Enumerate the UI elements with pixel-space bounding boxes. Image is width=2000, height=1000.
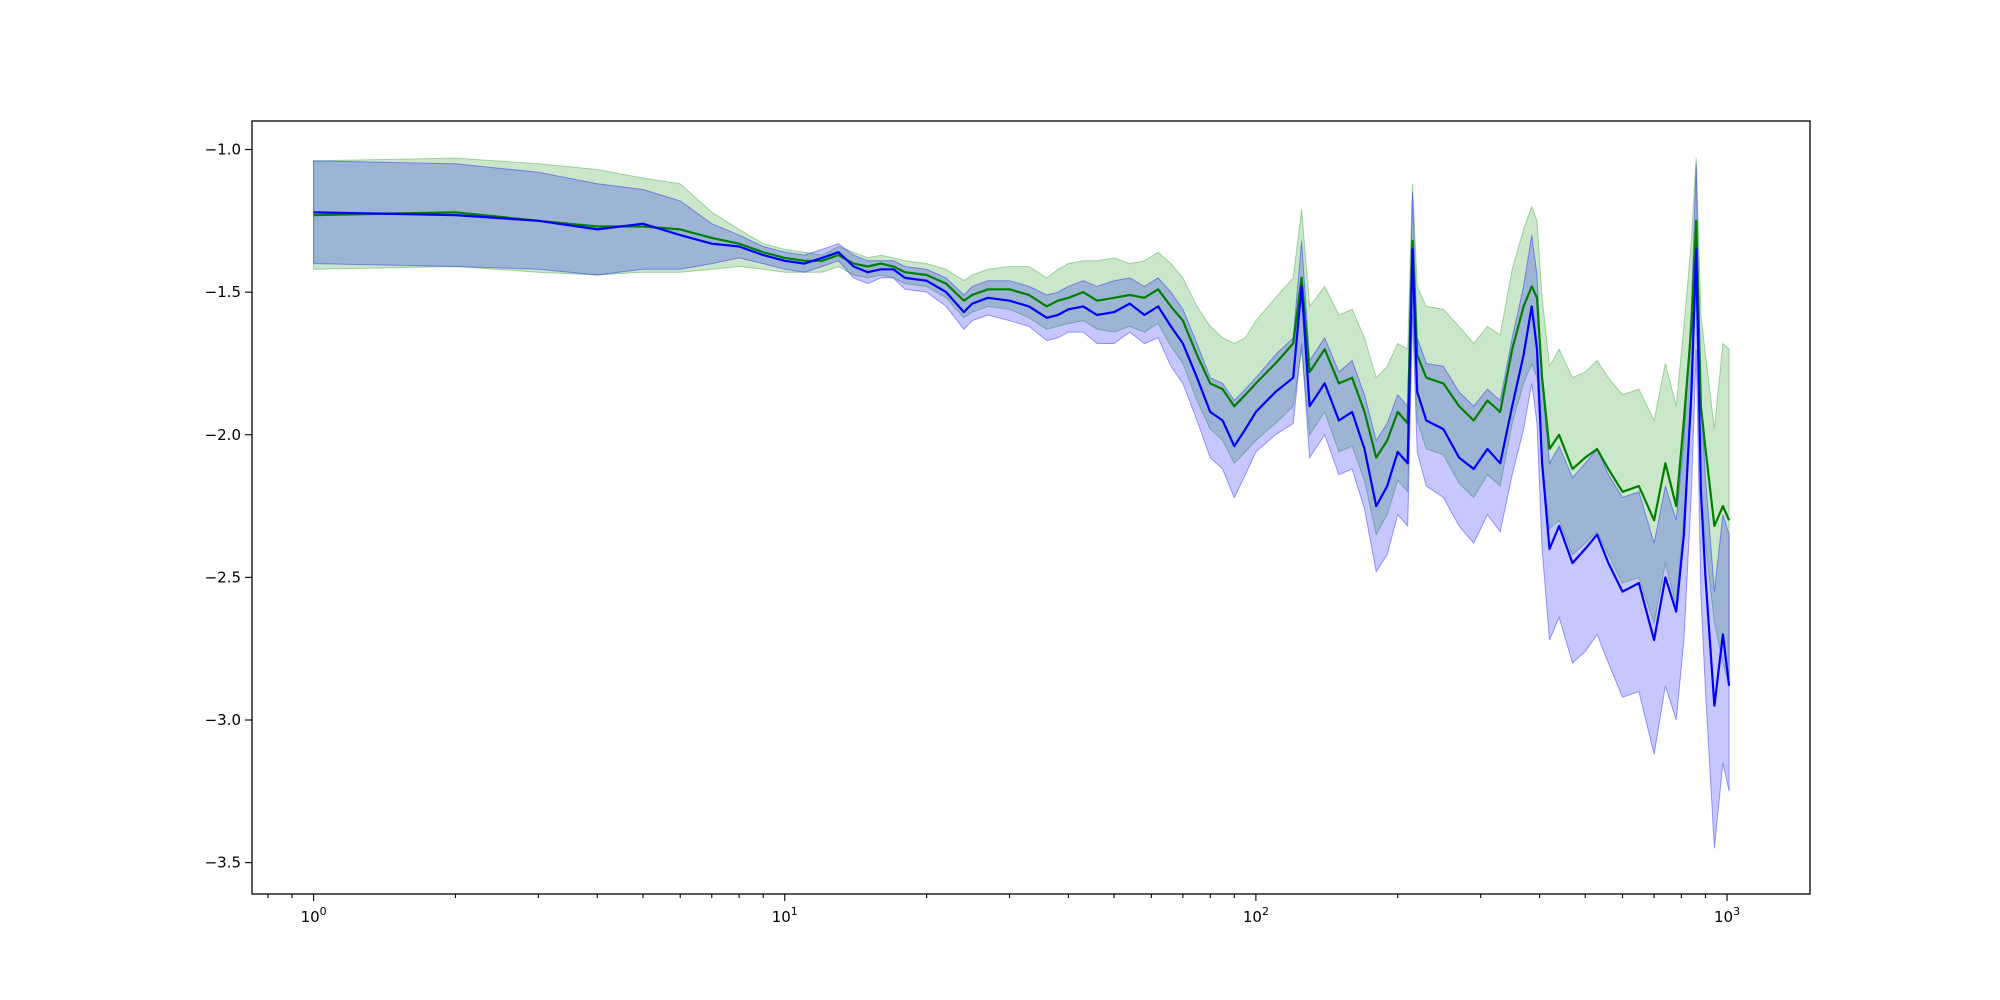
plot-area: [313, 157, 1731, 849]
y-tick-label: −3.5: [205, 854, 241, 872]
x-tick-label: 100: [301, 905, 327, 926]
x-tick-label: 103: [1714, 905, 1740, 926]
series-2-line: [313, 211, 1731, 707]
y-tick-label: −1.0: [205, 141, 241, 159]
y-tick-label: −2.5: [205, 568, 241, 586]
x-tick-label: 102: [1243, 905, 1269, 926]
series-2-band: [313, 160, 1730, 849]
x-axis: 100 101 102 103: [267, 894, 1740, 926]
series-1-line: [313, 211, 1731, 528]
x-tick-label: 101: [772, 905, 798, 926]
y-axis: −1.0 −1.5 −2.0 −2.5 −3.0 −3.5: [205, 141, 252, 872]
y-tick-label: −3.0: [205, 711, 241, 729]
y-tick-label: −1.5: [205, 283, 241, 301]
line-layer: [313, 211, 1731, 707]
axes-frame: [251, 120, 1811, 895]
y-tick-label: −2.0: [205, 426, 241, 444]
band-layer: [313, 157, 1730, 849]
